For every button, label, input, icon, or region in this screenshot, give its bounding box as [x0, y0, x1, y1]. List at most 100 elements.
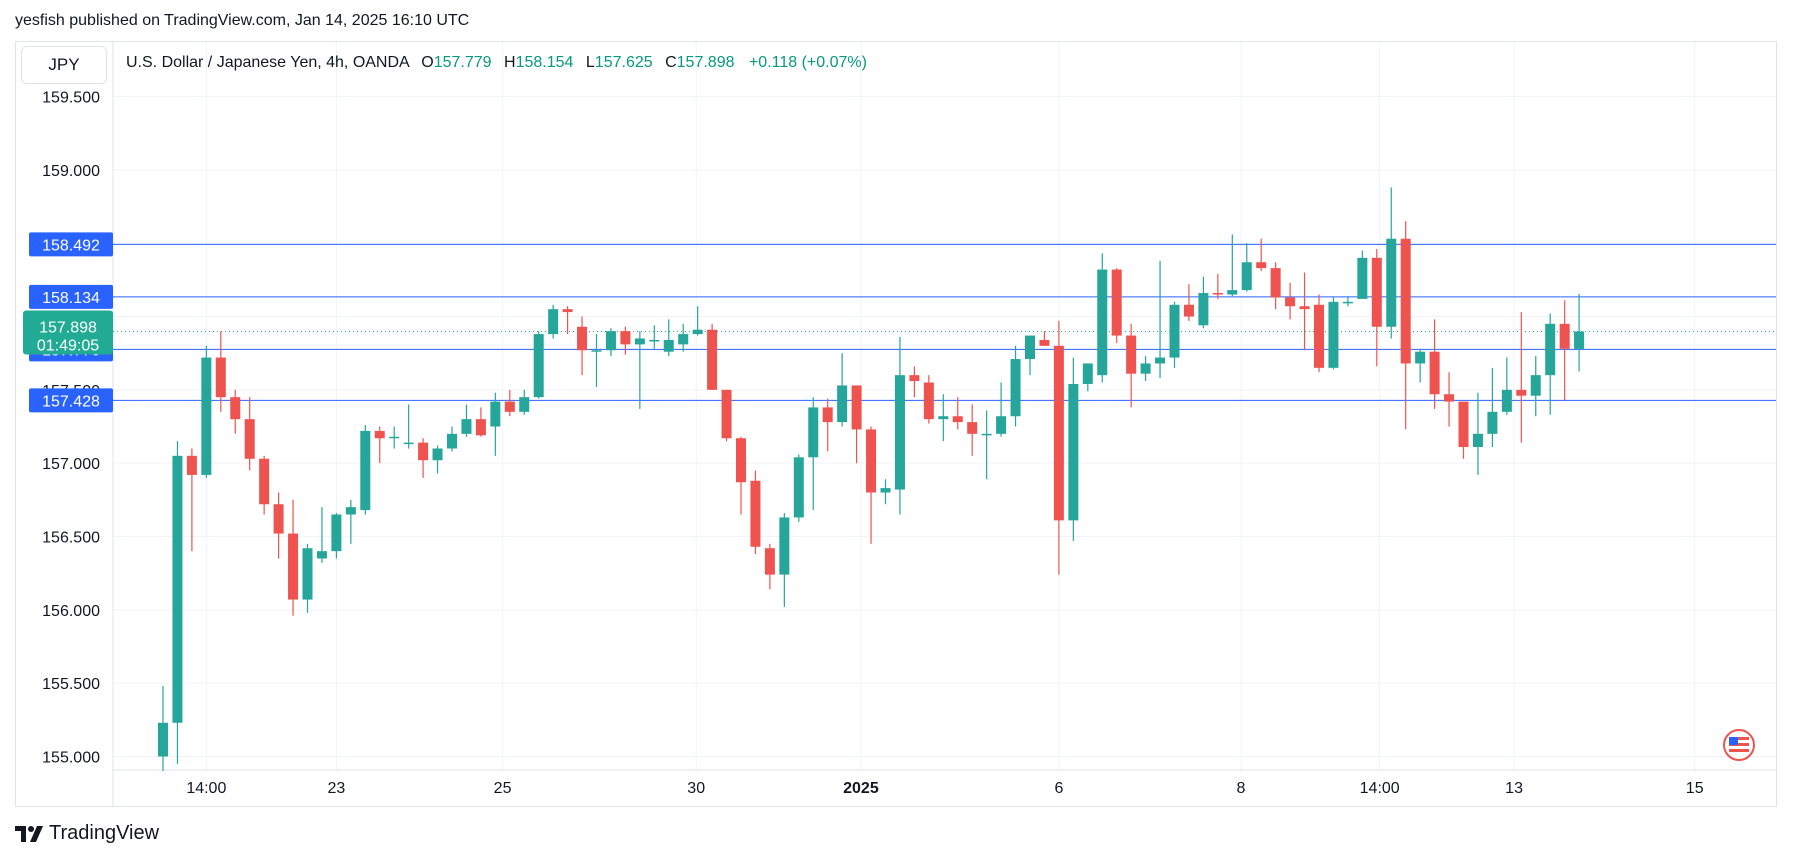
candle[interactable] — [1386, 187, 1397, 339]
candle[interactable] — [1559, 300, 1570, 401]
candle[interactable] — [186, 448, 197, 552]
candle[interactable] — [172, 441, 183, 764]
candle[interactable] — [1314, 294, 1324, 373]
candle[interactable] — [1444, 372, 1455, 427]
candle[interactable] — [1545, 313, 1556, 415]
candle[interactable] — [1212, 273, 1223, 299]
candle[interactable] — [215, 331, 226, 412]
candle[interactable] — [1111, 268, 1122, 343]
candle[interactable] — [663, 319, 674, 357]
candle[interactable] — [374, 426, 385, 464]
candle[interactable] — [692, 306, 703, 336]
candle[interactable] — [837, 353, 848, 427]
candle[interactable] — [880, 479, 891, 505]
candle[interactable] — [490, 392, 501, 456]
candle[interactable] — [316, 507, 327, 563]
candle[interactable] — [1400, 221, 1411, 430]
candle[interactable] — [1082, 363, 1093, 392]
candle[interactable] — [389, 426, 400, 449]
candle[interactable] — [418, 438, 429, 478]
candle[interactable] — [1530, 356, 1541, 417]
candle[interactable] — [822, 398, 833, 452]
candle[interactable] — [923, 375, 934, 424]
candle[interactable] — [779, 513, 790, 607]
candle[interactable] — [808, 397, 819, 511]
candle[interactable] — [721, 389, 732, 442]
candle[interactable] — [981, 410, 992, 480]
candle[interactable] — [1458, 401, 1469, 459]
candle[interactable] — [866, 426, 877, 544]
candle[interactable] — [288, 499, 299, 616]
candle[interactable] — [793, 454, 804, 522]
candle[interactable] — [707, 323, 718, 390]
candle[interactable] — [1342, 295, 1353, 307]
candle[interactable] — [1010, 345, 1021, 427]
tradingview-logo[interactable]: TradingView — [15, 822, 159, 845]
candle[interactable] — [649, 325, 660, 349]
candle[interactable] — [1183, 284, 1194, 321]
candle[interactable] — [1501, 357, 1512, 415]
candle[interactable] — [533, 331, 544, 399]
candle[interactable] — [1270, 262, 1281, 310]
candle[interactable] — [605, 328, 616, 357]
candle[interactable] — [750, 470, 761, 555]
candle[interactable] — [259, 455, 270, 515]
candle[interactable] — [1299, 272, 1310, 351]
candle[interactable] — [894, 337, 905, 515]
candle[interactable] — [1285, 282, 1296, 320]
currency-selector[interactable]: JPY — [21, 46, 107, 84]
candle[interactable] — [1328, 297, 1339, 370]
candle[interactable] — [504, 389, 515, 417]
candle[interactable] — [1053, 320, 1064, 575]
candle[interactable] — [909, 366, 920, 398]
candle[interactable] — [634, 331, 645, 409]
candle[interactable] — [1429, 319, 1440, 409]
candle[interactable] — [577, 316, 588, 376]
candle[interactable] — [230, 389, 241, 434]
candle[interactable] — [736, 436, 746, 515]
candle[interactable] — [851, 385, 862, 464]
candle[interactable] — [1487, 367, 1498, 448]
candle[interactable] — [967, 404, 978, 456]
candle[interactable] — [461, 404, 472, 437]
candle[interactable] — [302, 543, 313, 613]
candle[interactable] — [403, 404, 414, 449]
candle[interactable] — [1097, 253, 1108, 383]
candle[interactable] — [1415, 348, 1426, 383]
candle[interactable] — [244, 397, 255, 471]
candle[interactable] — [678, 323, 689, 352]
candle[interactable] — [548, 304, 559, 339]
candle[interactable] — [1155, 260, 1166, 379]
candle[interactable] — [1227, 234, 1238, 296]
candle[interactable] — [591, 334, 602, 387]
candle[interactable] — [1472, 392, 1483, 475]
candle[interactable] — [764, 543, 775, 590]
candle[interactable] — [1574, 293, 1585, 372]
candle[interactable] — [1025, 335, 1035, 376]
candle[interactable] — [1068, 357, 1079, 541]
candle[interactable] — [519, 389, 530, 415]
candle[interactable] — [562, 306, 573, 335]
candle[interactable] — [273, 492, 284, 559]
candle[interactable] — [1371, 249, 1382, 367]
candle[interactable] — [447, 426, 457, 452]
candle[interactable] — [201, 345, 212, 478]
candle[interactable] — [1241, 243, 1252, 292]
candle[interactable] — [432, 445, 443, 474]
candle[interactable] — [1126, 323, 1137, 408]
candle[interactable] — [1039, 331, 1050, 346]
candle[interactable] — [158, 686, 168, 772]
candle[interactable] — [475, 407, 486, 437]
candle[interactable] — [1516, 312, 1527, 443]
candle[interactable] — [938, 394, 949, 442]
candle[interactable] — [1169, 301, 1180, 368]
candle[interactable] — [360, 425, 371, 515]
candle[interactable] — [1256, 238, 1267, 272]
candle[interactable] — [1357, 250, 1368, 299]
candle[interactable] — [996, 382, 1007, 437]
candle[interactable] — [620, 326, 631, 355]
candle[interactable] — [1140, 356, 1151, 382]
candle[interactable] — [952, 397, 963, 430]
candle[interactable] — [1198, 276, 1209, 329]
